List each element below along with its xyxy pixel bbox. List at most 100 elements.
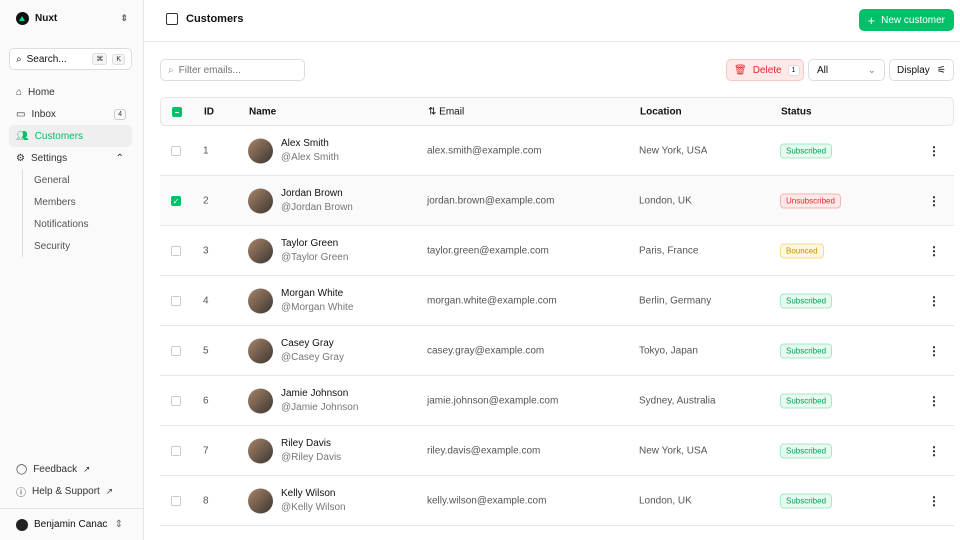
nuxt-logo	[16, 12, 29, 25]
status-badge: Subscribed	[780, 293, 833, 308]
chevron-down-icon: ⌄	[867, 64, 876, 76]
customer-handle: @Casey Gray	[281, 351, 344, 363]
row-checkbox[interactable]	[171, 395, 181, 406]
avatar	[248, 438, 273, 463]
sidebar-item-general[interactable]: General	[34, 174, 70, 186]
delete-button[interactable]: 🗑︎ Delete 1	[726, 59, 804, 81]
kbd-cmd: ⌘	[92, 53, 108, 65]
display-button[interactable]: Display ⚟	[889, 59, 954, 81]
sidebar-toggle-icon[interactable]	[166, 13, 178, 25]
table-row[interactable]: 1 Alex Smith @Alex Smith alex.smith@examp…	[160, 126, 954, 176]
team-switcher[interactable]: Nuxt ⇕	[16, 12, 128, 25]
cell-id: 2	[203, 195, 209, 206]
cell-id: 4	[203, 295, 209, 306]
cell-id: 1	[203, 145, 209, 156]
row-checkbox[interactable]	[171, 495, 181, 506]
user-menu[interactable]: Benjamin Canac ⇕	[0, 508, 143, 540]
page-title: Customers	[186, 13, 244, 25]
label: Feedback	[33, 463, 78, 475]
more-actions-icon[interactable]: ⋮	[928, 193, 940, 208]
filter-emails[interactable]: ⌕	[160, 59, 305, 81]
row-checkbox[interactable]: ✓	[171, 195, 181, 206]
cell-id: 5	[203, 345, 209, 356]
more-actions-icon[interactable]: ⋮	[928, 293, 940, 308]
cell-location: London, UK	[639, 195, 692, 206]
customer-name: Kelly Wilson	[281, 487, 336, 499]
cell-email: taylor.green@example.com	[427, 245, 549, 256]
sidebar-item-security[interactable]: Security	[34, 240, 71, 252]
row-checkbox[interactable]	[171, 245, 181, 256]
help-link[interactable]: ⓘ Help & Support ↗	[9, 480, 132, 502]
more-actions-icon[interactable]: ⋮	[928, 443, 940, 458]
status-filter-select[interactable]: All ⌄	[808, 59, 885, 81]
table-row[interactable]: 6 Jamie Johnson @Jamie Johnson jamie.john…	[160, 376, 954, 426]
sort-email-button[interactable]: ⇅ Email	[428, 106, 464, 117]
chevron-up-icon: ⌃	[115, 152, 124, 164]
label: Help & Support	[32, 485, 100, 497]
table-row[interactable]: 8 Kelly Wilson @Kelly Wilson kelly.wilson…	[160, 476, 954, 526]
customer-name: Riley Davis	[281, 437, 332, 449]
avatar	[16, 518, 28, 531]
cell-name: Taylor Green @Taylor Green	[281, 237, 348, 265]
sidebar-item-notifications[interactable]: Notifications	[34, 218, 89, 230]
customer-name: Jamie Johnson	[281, 387, 349, 399]
table-row[interactable]: 3 Taylor Green @Taylor Green taylor.green…	[160, 226, 954, 276]
table-row[interactable]: 4 Morgan White @Morgan White morgan.white…	[160, 276, 954, 326]
cell-id: 6	[203, 395, 209, 406]
table-row[interactable]: 5 Casey Gray @Casey Gray casey.gray@examp…	[160, 326, 954, 376]
user-name: Benjamin Canac	[34, 519, 108, 530]
cell-location: Tokyo, Japan	[639, 345, 698, 356]
more-actions-icon[interactable]: ⋮	[928, 143, 940, 158]
row-checkbox[interactable]	[171, 295, 181, 306]
cell-id: 3	[203, 245, 209, 256]
more-actions-icon[interactable]: ⋮	[928, 243, 940, 258]
cell-email: casey.gray@example.com	[427, 345, 545, 356]
sidebar-item-settings[interactable]: ⚙ Settings ⌃	[9, 147, 132, 169]
status-badge: Subscribed	[780, 143, 833, 158]
customer-name: Casey Gray	[281, 337, 334, 349]
new-customer-button[interactable]: + New customer	[858, 9, 954, 31]
chat-icon: ◯	[16, 463, 28, 475]
cell-name: Jamie Johnson @Jamie Johnson	[281, 387, 358, 415]
customer-name: Alex Smith	[281, 137, 329, 149]
filter-emails-input[interactable]	[178, 64, 289, 76]
row-checkbox[interactable]	[171, 145, 181, 156]
more-actions-icon[interactable]: ⋮	[928, 343, 940, 358]
avatar	[248, 338, 273, 363]
customer-name: Morgan White	[281, 287, 344, 299]
customer-handle: @Morgan White	[281, 301, 354, 313]
table-row[interactable]: ✓ 2 Jordan Brown @Jordan Brown jordan.bro…	[160, 176, 954, 226]
sidebar: Nuxt ⇕ ⌕ Search... ⌘ K ⌂ Home ▭ Inbox 4 👥︎ Custo…	[0, 0, 144, 540]
feedback-link[interactable]: ◯ Feedback ↗	[9, 458, 132, 480]
plus-icon: +	[867, 12, 876, 28]
row-checkbox[interactable]	[171, 445, 181, 456]
cell-email: jamie.johnson@example.com	[427, 395, 559, 406]
sidebar-item-members[interactable]: Members	[34, 196, 76, 208]
select-all-checkbox[interactable]: –	[172, 106, 182, 117]
users-icon: 👥︎	[16, 130, 29, 142]
label: Email	[439, 106, 465, 117]
cell-name: Morgan White @Morgan White	[281, 287, 353, 315]
cell-email: alex.smith@example.com	[427, 145, 542, 156]
team-name: Nuxt	[35, 13, 58, 24]
search-button[interactable]: ⌕ Search... ⌘ K	[9, 48, 132, 70]
customer-handle: @Taylor Green	[281, 251, 349, 263]
sidebar-item-home[interactable]: ⌂ Home	[9, 81, 132, 103]
status-badge: Unsubscribed	[780, 193, 841, 208]
trash-icon: 🗑︎	[734, 64, 747, 76]
more-actions-icon[interactable]: ⋮	[928, 493, 940, 508]
status-badge: Subscribed	[780, 393, 833, 408]
customers-table: – ID Name ⇅ Email Location Status 1 Alex…	[160, 97, 954, 526]
sidebar-item-inbox[interactable]: ▭ Inbox 4	[9, 103, 132, 125]
customer-handle: @Alex Smith	[281, 151, 339, 163]
inbox-badge: 4	[114, 108, 126, 120]
status-badge: Subscribed	[780, 493, 833, 508]
cell-name: Alex Smith @Alex Smith	[281, 137, 339, 165]
sidebar-item-customers[interactable]: 👥︎ Customers	[9, 125, 132, 147]
label: Inbox	[31, 108, 56, 120]
table-row[interactable]: 7 Riley Davis @Riley Davis riley.davis@ex…	[160, 426, 954, 476]
header-name: Name	[249, 106, 277, 117]
cell-email: kelly.wilson@example.com	[427, 495, 547, 506]
more-actions-icon[interactable]: ⋮	[928, 393, 940, 408]
row-checkbox[interactable]	[171, 345, 181, 356]
